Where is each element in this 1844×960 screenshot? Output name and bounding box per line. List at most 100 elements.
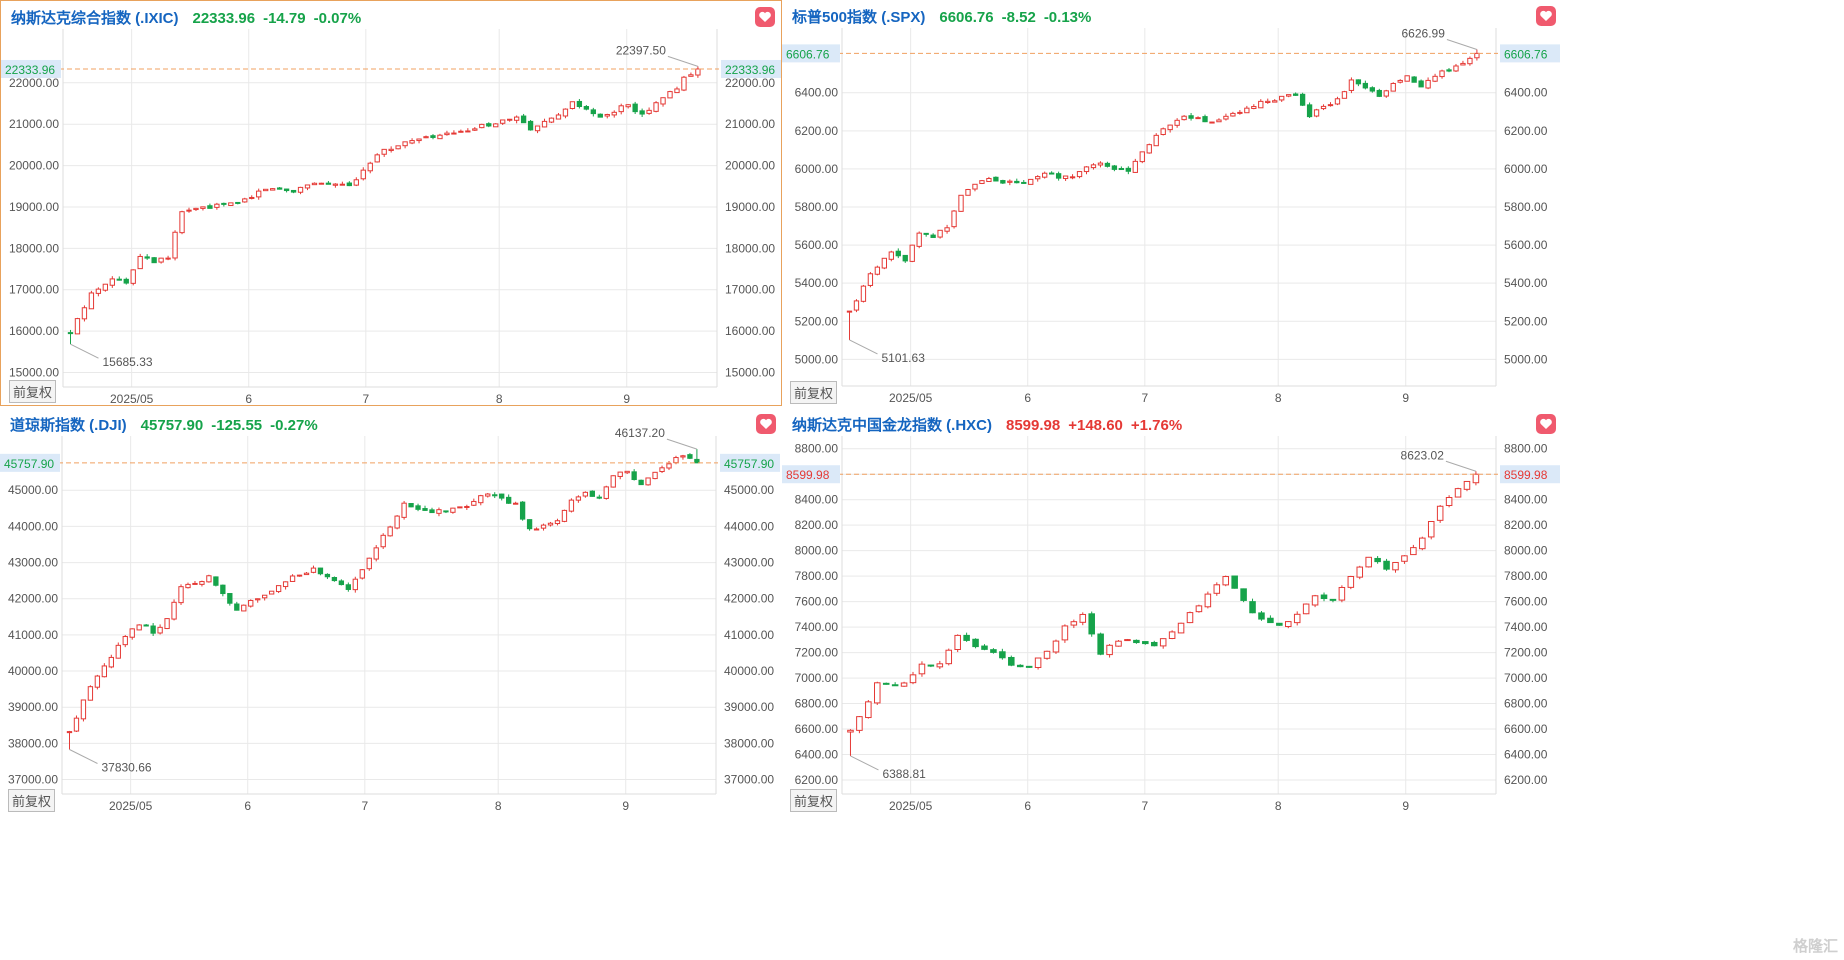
candle-body bbox=[1076, 171, 1083, 178]
y-tick-label-right: 19000.00 bbox=[725, 200, 775, 214]
favorite-heart-icon[interactable] bbox=[756, 414, 776, 434]
index-price: 45757.90 bbox=[140, 417, 204, 434]
candle-body bbox=[951, 210, 957, 228]
candle-body bbox=[909, 244, 915, 262]
candle-body bbox=[74, 318, 81, 335]
candle-body bbox=[1272, 100, 1278, 103]
candle-body bbox=[1472, 473, 1480, 484]
adjust-mode-button[interactable]: 前复权 bbox=[8, 789, 56, 812]
chart-panel-ixic[interactable]: 纳斯达克综合指数 (.IXIC) 22333.96 -14.79 -0.07% 前复权 1… bbox=[0, 0, 782, 406]
candle-body bbox=[534, 125, 541, 132]
high-annotation: 46137.20 bbox=[615, 426, 665, 440]
index-change: -125.55 bbox=[211, 417, 263, 434]
low-annotation: 15685.33 bbox=[102, 355, 152, 369]
candle-body bbox=[1181, 115, 1187, 121]
candle-body bbox=[1299, 93, 1306, 106]
candle-body bbox=[1240, 588, 1247, 601]
index-change: -8.52 bbox=[1001, 9, 1036, 26]
y-tick-label-left: 5000.00 bbox=[795, 352, 839, 366]
candle-body bbox=[346, 182, 352, 187]
candle-body bbox=[874, 682, 881, 704]
candle-body bbox=[958, 194, 964, 212]
candlestick-chart[interactable]: 15000.00 15000.00 16000.00 16000.00 17000.00… bbox=[1, 1, 783, 407]
y-tick-label-left: 6200.00 bbox=[795, 773, 839, 787]
candle-body bbox=[1209, 121, 1215, 124]
y-tick-label-left: 6000.00 bbox=[795, 162, 839, 176]
candle-body bbox=[492, 494, 498, 497]
x-tick-label: 2025/05 bbox=[109, 799, 153, 813]
candle-body bbox=[1306, 104, 1313, 118]
candle-body bbox=[1425, 79, 1431, 89]
candle-body bbox=[520, 115, 527, 124]
y-tick-label-right: 18000.00 bbox=[725, 241, 775, 255]
y-tick-label-right: 5800.00 bbox=[1504, 200, 1548, 214]
adjust-mode-button[interactable]: 前复权 bbox=[790, 789, 838, 812]
y-tick-label-left: 8400.00 bbox=[795, 493, 839, 507]
y-tick-label-left: 5200.00 bbox=[795, 314, 839, 328]
candle-body bbox=[1118, 168, 1125, 171]
candle-body bbox=[506, 496, 512, 504]
favorite-heart-icon[interactable] bbox=[1536, 414, 1556, 434]
candle-body bbox=[1021, 181, 1027, 184]
low-annotation-leader bbox=[850, 755, 879, 771]
favorite-heart-icon[interactable] bbox=[1536, 6, 1556, 26]
adjust-mode-button[interactable]: 前复权 bbox=[790, 381, 838, 404]
candle-body bbox=[1115, 640, 1122, 647]
candle-body bbox=[290, 189, 297, 193]
candle-body bbox=[123, 278, 129, 284]
candle-body bbox=[945, 649, 953, 665]
candle-body bbox=[311, 182, 318, 186]
candle-body bbox=[986, 177, 992, 183]
candle-body bbox=[164, 618, 170, 630]
candle-body bbox=[603, 486, 609, 499]
candle-body bbox=[1404, 75, 1410, 82]
candlestick-chart[interactable]: 6200.00 6200.00 6400.00 6400.00 6600.00 6600.… bbox=[782, 408, 1562, 814]
candle-body bbox=[263, 188, 269, 192]
candle-body bbox=[667, 91, 673, 99]
candle-body bbox=[416, 138, 422, 142]
candle-body bbox=[1390, 82, 1396, 92]
candle-body bbox=[652, 471, 658, 480]
candle-body bbox=[1159, 638, 1167, 647]
y-tick-label-right: 5200.00 bbox=[1504, 314, 1548, 328]
candle-body bbox=[352, 578, 358, 591]
y-tick-label-left: 18000.00 bbox=[9, 241, 59, 255]
candle-body bbox=[409, 140, 415, 144]
x-tick-label: 9 bbox=[1402, 391, 1409, 405]
index-change-pct: -0.27% bbox=[270, 417, 318, 434]
candle-body bbox=[1035, 176, 1041, 180]
candle-body bbox=[1453, 65, 1459, 72]
current-price-text-right: 22333.96 bbox=[725, 63, 775, 77]
low-annotation: 5101.63 bbox=[881, 351, 925, 365]
current-price-label-right: 6606.76 bbox=[1500, 44, 1560, 63]
chart-panel-spx[interactable]: 标普500指数 (.SPX) 6606.76 -8.52 -0.13% 前复权 5000.… bbox=[782, 0, 1562, 406]
candle-body bbox=[443, 510, 449, 513]
y-tick-label-right: 42000.00 bbox=[724, 592, 774, 606]
candle-body bbox=[1265, 100, 1271, 104]
candle-body bbox=[1383, 560, 1390, 570]
candle-body bbox=[618, 105, 624, 113]
candlestick-chart[interactable]: 37000.00 37000.00 38000.00 38000.00 39000.00… bbox=[0, 408, 782, 814]
candle-body bbox=[214, 203, 220, 208]
candle-body bbox=[207, 205, 213, 209]
candle-body bbox=[1090, 164, 1097, 169]
candle-body bbox=[137, 255, 143, 270]
chart-panel-hxc[interactable]: 纳斯达克中国金龙指数 (.HXC) 8599.98 +148.60 +1.76% 前复权… bbox=[782, 408, 1562, 814]
candle-body bbox=[1293, 613, 1301, 624]
candle-body bbox=[276, 187, 283, 190]
y-tick-label-right: 6400.00 bbox=[1504, 86, 1548, 100]
x-tick-label: 8 bbox=[496, 392, 503, 406]
high-annotation-leader bbox=[667, 55, 699, 67]
y-tick-label-left: 6200.00 bbox=[795, 124, 839, 138]
y-tick-label-right: 6000.00 bbox=[1504, 162, 1548, 176]
candle-body bbox=[1132, 160, 1138, 173]
candlestick-chart[interactable]: 5000.00 5000.00 5200.00 5200.00 5400.00 5400.… bbox=[782, 0, 1562, 406]
adjust-mode-button[interactable]: 前复权 bbox=[9, 380, 57, 403]
chart-panel-dji[interactable]: 道琼斯指数 (.DJI) 45757.90 -125.55 -0.27% 前复权 3700… bbox=[0, 408, 782, 814]
candle-body bbox=[625, 104, 631, 108]
candle-body bbox=[891, 684, 899, 687]
candle-body bbox=[1237, 111, 1243, 114]
candle-body bbox=[902, 254, 908, 262]
favorite-heart-icon[interactable] bbox=[755, 7, 775, 27]
candle-body bbox=[954, 634, 961, 651]
